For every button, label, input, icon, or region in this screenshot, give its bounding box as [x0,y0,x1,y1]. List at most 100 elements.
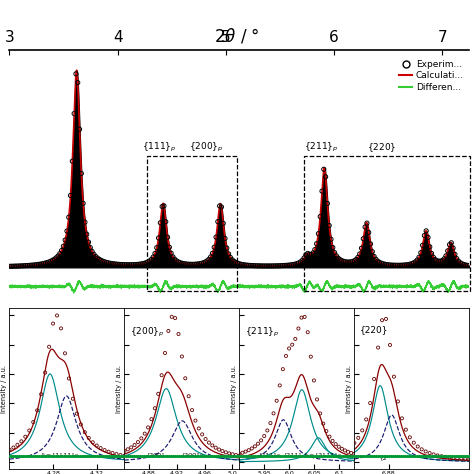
Point [260,432,268,440]
Point [281,262,288,269]
Point [267,452,274,460]
Point [271,452,278,460]
Point [202,452,210,460]
Point [334,254,342,262]
Point [422,447,429,455]
Point [368,452,375,460]
Text: $\{200\}_p$: $\{200\}_p$ [189,141,224,154]
Point [218,452,226,460]
Point [70,452,78,460]
Point [137,435,145,442]
Point [197,452,204,460]
Point [411,452,419,460]
Point [462,261,469,269]
Point [246,262,254,269]
Point [390,261,398,269]
Point [266,262,273,270]
Point [401,452,409,460]
Point [113,450,120,458]
Point [354,254,362,261]
Point [29,452,36,460]
Text: {200}$_R$: {200}$_R$ [180,452,204,460]
Point [155,234,163,242]
Text: {\={2}11}$_R$: {\={2}11}$_R$ [302,452,342,460]
Point [308,452,315,460]
Point [160,202,168,210]
Point [331,452,338,460]
Point [450,454,457,462]
Point [386,341,394,349]
Point [185,392,192,400]
Point [350,452,358,460]
Point [329,452,337,460]
Point [203,257,211,264]
Point [23,452,31,460]
Point [37,391,45,398]
Point [97,256,105,264]
Point [275,262,283,270]
Point [318,452,325,460]
Point [304,452,311,460]
Point [188,406,196,414]
Point [31,452,38,460]
Point [366,399,374,407]
Point [265,452,273,460]
Point [456,259,464,266]
Point [131,441,138,449]
Point [399,452,407,460]
Point [236,260,243,268]
Point [158,452,165,460]
Point [347,258,355,265]
Point [428,452,436,460]
Point [90,251,98,258]
Bar [147,156,237,291]
Point [215,446,223,453]
Point [136,452,144,460]
Point [292,452,300,460]
Point [82,452,89,460]
Point [183,260,191,268]
Point [448,452,456,460]
Point [41,452,48,460]
Point [465,456,473,463]
Point [147,255,155,263]
Point [42,259,49,267]
Point [69,395,77,402]
Point [65,213,73,221]
Point [298,452,306,460]
Point [451,251,459,258]
Point [339,452,346,460]
Point [113,260,121,268]
Point [152,452,159,460]
Point [191,260,198,268]
Point [462,455,469,463]
Point [433,257,441,264]
Text: {211}$_c$: {211}$_c$ [282,452,307,460]
Point [311,452,319,460]
Point [31,261,38,269]
Point [352,255,360,263]
Point [273,397,281,404]
Point [187,452,194,460]
Point [270,410,277,417]
Point [87,244,94,251]
Point [420,452,428,460]
Text: $\{111\}_p$: $\{111\}_p$ [142,141,176,154]
Point [325,452,333,460]
Point [128,261,136,268]
Point [402,426,410,433]
Point [356,452,364,460]
Point [25,452,33,460]
Point [319,420,327,428]
Point [101,452,109,460]
Point [134,452,142,460]
Point [372,452,380,460]
Point [62,452,70,460]
Point [450,452,457,460]
Point [125,452,132,460]
Point [326,433,333,440]
Point [189,261,197,268]
Point [86,452,93,460]
Point [119,261,127,268]
Point [316,452,323,460]
